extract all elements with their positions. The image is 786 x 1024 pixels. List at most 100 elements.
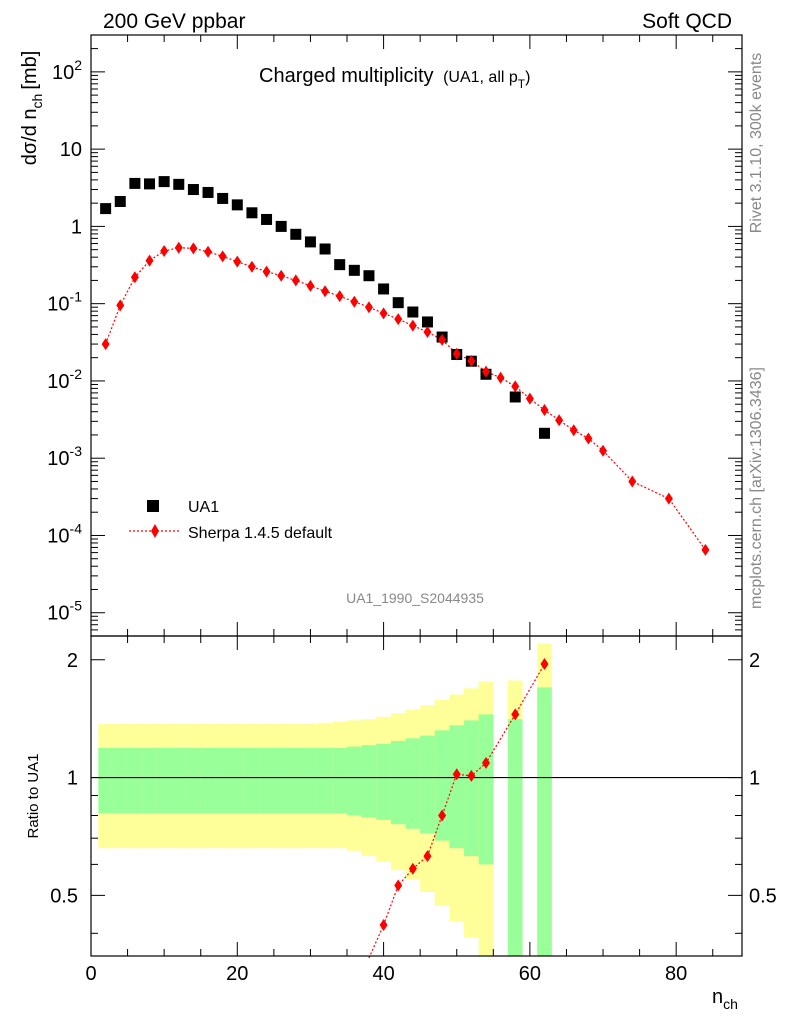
band-inner	[244, 748, 260, 814]
plot-title: Charged multiplicity (UA1, all pT)	[259, 65, 530, 91]
mc-point	[664, 492, 673, 505]
band-inner	[200, 748, 216, 814]
plot-title-suffix: (UA1, all p	[443, 69, 518, 86]
rivet-label: Rivet 3.1.10, 300k events	[748, 53, 765, 234]
ratio-mc-point	[452, 768, 461, 781]
ratio-tick-label-right: 0.5	[749, 885, 777, 907]
band-inner	[405, 738, 421, 829]
main-plot-marks	[100, 176, 710, 556]
band-inner	[507, 719, 523, 956]
ratio-mc-point	[467, 769, 476, 782]
mc-point	[116, 299, 125, 312]
x-tick-label: 80	[665, 963, 687, 985]
mc-point	[452, 347, 461, 360]
data-point	[304, 236, 316, 248]
y-tick-label: 1	[71, 216, 82, 238]
data-point	[290, 228, 302, 240]
data-point	[158, 176, 170, 188]
y-tick-label: 102	[52, 57, 82, 84]
mc-point	[599, 444, 608, 457]
mc-point	[438, 333, 447, 346]
uncertainty-bands	[98, 643, 552, 956]
band-inner	[434, 730, 450, 841]
mc-point	[379, 307, 388, 320]
energy-label: 200 GeV ppbar	[103, 10, 245, 33]
ratio-tick-label-right: 2	[749, 650, 760, 672]
x-axis-label: nch	[712, 986, 738, 1012]
ratio-mc-point	[408, 862, 417, 875]
data-point	[187, 184, 199, 196]
mc-point	[291, 274, 300, 287]
ratio-mc-point	[511, 708, 520, 721]
data-point	[334, 259, 346, 271]
data-point	[100, 203, 112, 215]
y-axis-label-sub: ch	[29, 94, 45, 109]
mc-point	[628, 475, 637, 488]
y-axis-label: dσ/d nch [mb]	[19, 51, 45, 166]
y-axis-label-main: dσ/d n	[19, 108, 41, 165]
x-axis-label-main: n	[712, 986, 723, 1008]
ratio-mc-point	[540, 658, 549, 671]
band-inner	[186, 748, 202, 814]
legend-data-marker	[147, 500, 159, 512]
band-inner	[273, 748, 289, 814]
data-point	[129, 177, 141, 189]
ratio-mc-point	[394, 879, 403, 892]
band-inner	[127, 748, 143, 814]
band-inner	[420, 735, 436, 834]
band-inner	[449, 725, 465, 849]
data-point	[378, 283, 390, 295]
band-inner	[347, 746, 362, 816]
mc-point	[247, 260, 256, 273]
y-tick-label: 10-1	[47, 289, 82, 316]
ratio-tick-label-left: 2	[67, 650, 78, 672]
data-point	[246, 207, 258, 219]
data-point	[407, 306, 419, 318]
data-point	[421, 316, 433, 328]
ratio-plot-marks	[91, 658, 742, 959]
band-inner	[142, 748, 158, 814]
ratio-y-label: Ratio to UA1	[25, 753, 42, 838]
mc-point	[540, 404, 549, 417]
mc-point	[569, 424, 578, 437]
data-point	[202, 186, 214, 198]
band-inner	[390, 741, 406, 825]
x-tick-label: 60	[519, 963, 541, 985]
analysis-id: UA1_1990_S2044935	[346, 590, 484, 606]
plot-title-suffix-end: )	[525, 69, 530, 86]
mc-point	[101, 338, 110, 351]
band-inner	[156, 748, 172, 814]
legend: UA1 Sherpa 1.4.5 default	[129, 499, 333, 542]
mc-point	[160, 245, 169, 258]
mc-point	[130, 271, 139, 284]
data-point	[392, 297, 404, 309]
ratio-tick-label-left: 1	[67, 768, 78, 790]
band-inner	[303, 748, 319, 814]
x-tick-label: 20	[226, 963, 248, 985]
band-inner	[259, 748, 275, 814]
mc-point	[204, 245, 213, 258]
ratio-tick-label-right: 1	[749, 768, 760, 790]
ratio-tick-label-left: 0.5	[50, 885, 78, 907]
data-point	[319, 243, 331, 255]
data-point	[539, 427, 551, 439]
mcplots-label: mcplots.cern.ch [arXiv:1306.3436]	[748, 367, 765, 609]
mc-point	[555, 414, 564, 427]
data-point	[144, 178, 156, 190]
ratio-mc-point	[481, 756, 490, 769]
mc-point	[525, 392, 534, 405]
mc-point	[481, 365, 490, 378]
band-inner	[98, 748, 114, 814]
mc-point	[262, 265, 271, 278]
band-inner	[478, 714, 494, 865]
ratio-mc-point	[423, 850, 432, 863]
mc-point	[321, 285, 330, 298]
legend-data-label: UA1	[188, 499, 219, 516]
mc-point	[277, 269, 286, 282]
plot-title-main: Charged multiplicity	[259, 65, 434, 87]
ratio-frame	[90, 635, 743, 957]
band-inner	[317, 748, 333, 814]
mc-point	[350, 295, 359, 308]
mc-point	[408, 319, 417, 332]
